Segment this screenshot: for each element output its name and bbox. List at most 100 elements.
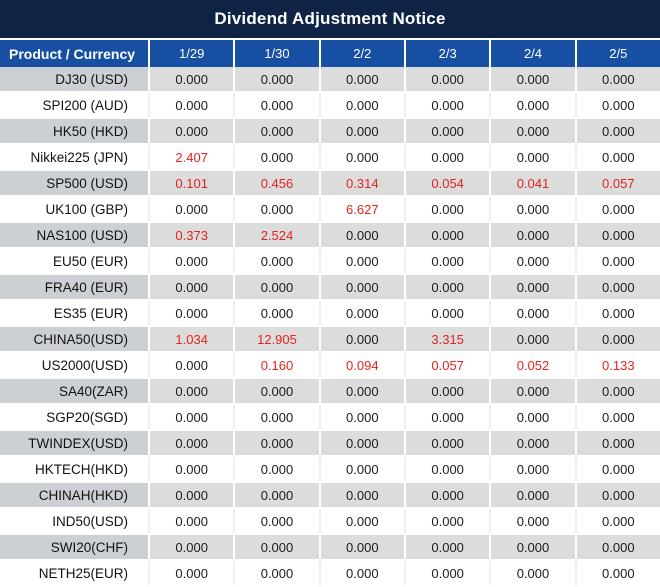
dividend-value-cell: 0.000	[489, 119, 575, 143]
product-cell: HKTECH(HKD)	[35, 461, 128, 477]
dividend-value-cell: 0.000	[574, 327, 660, 351]
dividend-value-cell: 0.000	[233, 275, 319, 299]
dividend-value-cell: 0.000	[574, 249, 660, 273]
dividend-value-cell: 0.000	[403, 483, 490, 507]
product-cell: HK50 (HKD)	[0, 119, 148, 143]
table-row: Nikkei225 (JPN) 2.407 0.000 0.000 0.000 0.000…	[0, 145, 660, 171]
dividend-value-cell: 0.314	[318, 171, 404, 195]
dividend-value-cell: 0.000	[148, 535, 234, 559]
dividend-value-cell: 0.000	[148, 561, 233, 585]
dividend-value-cell: 0.000	[318, 509, 404, 533]
dividend-value-cell: 0.000	[233, 119, 319, 143]
dividend-value-cell: 0.133	[574, 353, 660, 377]
dividend-value-cell: 0.000	[574, 483, 660, 507]
dividend-value-cell: 0.000	[233, 93, 318, 117]
dividend-value-cell: 0.000	[318, 327, 404, 351]
table-row: EU50 (EUR) 0.000 0.000 0.000 0.000 0.000 0.000	[0, 249, 660, 275]
column-header-date: 1/30	[233, 40, 318, 67]
dividend-value-cell: 0.000	[318, 223, 404, 247]
dividend-value-cell: 0.000	[318, 301, 404, 325]
dividend-value-cell: 0.000	[403, 509, 489, 533]
dividend-value-cell: 0.000	[318, 457, 404, 481]
dividend-value-cell: 0.000	[574, 119, 660, 143]
product-cell: ES35 (EUR)	[53, 305, 128, 321]
dividend-value-cell: 0.054	[403, 171, 490, 195]
table-row: UK100 (GBP) 0.000 0.000 6.627 0.000 0.000 0.00…	[0, 197, 660, 223]
product-cell: CHINAH(HKD)	[0, 483, 148, 507]
dividend-value-cell: 0.000	[148, 249, 233, 273]
dividend-value-cell: 2.524	[233, 223, 319, 247]
table-row: FRA40 (EUR) 0.000 0.000 0.000 0.000 0.000 0.00…	[0, 275, 660, 301]
dividend-value-cell: 0.456	[233, 171, 319, 195]
dividend-value-cell: 0.000	[403, 405, 489, 429]
dividend-value-cell: 0.000	[489, 561, 574, 585]
table-row: NETH25(EUR) 0.000 0.000 0.000 0.000 0.000 0.00…	[0, 561, 660, 585]
dividend-value-cell: 0.000	[574, 275, 660, 299]
dividend-value-cell: 0.000	[233, 67, 319, 91]
dividend-value-cell: 0.101	[148, 171, 234, 195]
product-cell: NAS100 (USD)	[0, 223, 148, 247]
dividend-value-cell: 0.000	[148, 93, 233, 117]
dividend-value-cell: 0.000	[148, 483, 234, 507]
dividend-value-cell: 0.000	[489, 509, 574, 533]
table-row: NAS100 (USD) 0.373 2.524 0.000 0.000 0.000 0.0…	[0, 223, 660, 249]
dividend-value-cell: 0.000	[489, 405, 574, 429]
dividend-value-cell: 0.000	[489, 379, 575, 403]
dividend-value-cell: 0.000	[489, 67, 575, 91]
product-cell: FRA40 (EUR)	[0, 275, 148, 299]
dividend-value-cell: 0.000	[574, 223, 660, 247]
dividend-value-cell: 0.000	[318, 249, 404, 273]
product-cell: US2000(USD)	[41, 357, 128, 373]
product-cell: DJ30 (USD)	[0, 67, 148, 91]
dividend-value-cell: 0.000	[233, 535, 319, 559]
dividend-value-cell: 0.094	[318, 353, 404, 377]
dividend-value-cell: 0.000	[148, 431, 234, 455]
dividend-value-cell: 0.000	[233, 301, 318, 325]
product-cell: UK100 (GBP)	[45, 201, 128, 217]
table-row: DJ30 (USD) 0.000 0.000 0.000 0.000 0.000 0.000	[0, 67, 660, 93]
dividend-value-cell: 0.057	[574, 171, 660, 195]
dividend-value-cell: 0.000	[574, 67, 660, 91]
column-header-date: 2/4	[489, 40, 574, 67]
dividend-value-cell: 0.000	[318, 483, 404, 507]
table-body: DJ30 (USD) 0.000 0.000 0.000 0.000 0.000 0.000…	[0, 67, 660, 585]
dividend-value-cell: 0.000	[489, 483, 575, 507]
dividend-value-cell: 0.000	[148, 457, 233, 481]
table-row: SP500 (USD) 0.101 0.456 0.314 0.054 0.041 0.05…	[0, 171, 660, 197]
table-row: HKTECH(HKD) 0.000 0.000 0.000 0.000 0.000 0.00…	[0, 457, 660, 483]
product-cell: NETH25(EUR)	[38, 565, 128, 581]
dividend-value-cell: 0.373	[148, 223, 234, 247]
dividend-value-cell: 0.000	[574, 405, 660, 429]
dividend-value-cell: 0.000	[233, 145, 318, 169]
column-header-date: 2/5	[574, 40, 660, 67]
table-row: US2000(USD) 0.000 0.160 0.094 0.057 0.052 0.13…	[0, 353, 660, 379]
dividend-value-cell: 0.000	[318, 431, 404, 455]
dividend-value-cell: 0.000	[233, 249, 318, 273]
dividend-value-cell: 1.034	[148, 327, 234, 351]
dividend-value-cell: 0.000	[403, 275, 490, 299]
table-row: ES35 (EUR) 0.000 0.000 0.000 0.000 0.000 0.000	[0, 301, 660, 327]
product-cell: EU50 (EUR)	[52, 253, 128, 269]
dividend-value-cell: 0.000	[318, 145, 404, 169]
dividend-value-cell: 0.057	[403, 353, 489, 377]
dividend-value-cell: 0.000	[233, 405, 318, 429]
dividend-value-cell: 0.000	[489, 431, 575, 455]
dividend-value-cell: 0.000	[489, 301, 574, 325]
dividend-value-cell: 0.000	[148, 353, 233, 377]
product-cell: SP500 (USD)	[0, 171, 148, 195]
dividend-value-cell: 0.000	[233, 509, 318, 533]
dividend-value-cell: 0.000	[489, 275, 575, 299]
dividend-value-cell: 0.000	[489, 223, 575, 247]
dividend-value-cell: 0.000	[318, 561, 404, 585]
product-cell: Nikkei225 (JPN)	[30, 149, 128, 165]
page-title: Dividend Adjustment Notice	[214, 9, 446, 28]
dividend-value-cell: 0.000	[148, 379, 234, 403]
dividend-value-cell: 0.000	[233, 379, 319, 403]
table-row: SWI20(CHF) 0.000 0.000 0.000 0.000 0.000 0.000	[0, 535, 660, 561]
dividend-value-cell: 0.000	[574, 457, 660, 481]
dividend-value-cell: 0.000	[148, 67, 234, 91]
column-header-product-currency: Product / Currency	[9, 45, 136, 62]
dividend-value-cell: 0.000	[233, 431, 319, 455]
dividend-value-cell: 0.000	[403, 145, 489, 169]
